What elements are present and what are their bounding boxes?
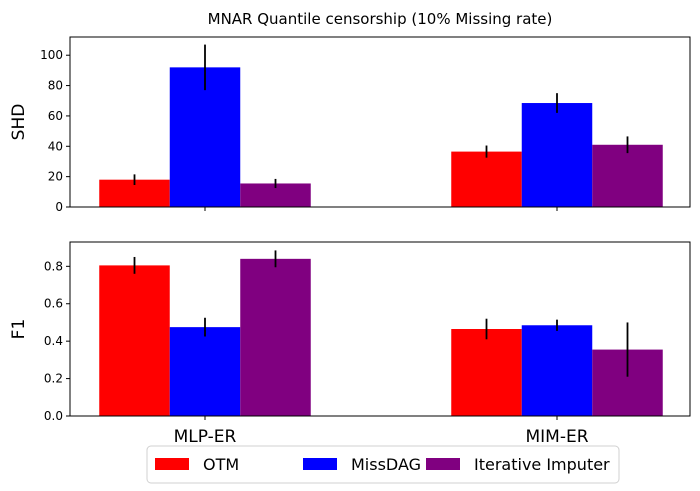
f1-ytick-label: 0.8 <box>44 259 63 273</box>
f1-ylabel: F1 <box>9 319 29 340</box>
shd-bar-otm-mim-er <box>451 151 522 207</box>
f1-axes-frame <box>69 241 691 417</box>
shd-ytick-label: 80 <box>48 79 63 93</box>
legend-label-missdag: MissDAG <box>351 455 421 474</box>
f1-ytick-label: 0.0 <box>44 409 63 423</box>
shd-panel: 0 20 40 60 80 100 SHD <box>9 36 691 214</box>
shd-bar-iterative-imputer-mim-er <box>592 144 663 207</box>
shd-ytick-label: 20 <box>48 170 63 184</box>
category-label-mim-er: MIM-ER <box>525 427 588 447</box>
f1-ytick-label: 0.6 <box>44 297 63 311</box>
f1-bar-iterative-imputer-mlp-er <box>240 258 311 416</box>
legend-label-iterative-imputer: Iterative Imputer <box>474 455 610 474</box>
legend-swatch-iterative-imputer <box>426 458 460 470</box>
shd-bar-iterative-imputer-mlp-er <box>240 183 311 207</box>
f1-ytick-label: 0.4 <box>44 334 63 348</box>
f1-bar-otm-mim-er <box>451 329 522 416</box>
shd-ylabel: SHD <box>9 104 29 141</box>
category-label-mlp-er: MLP-ER <box>174 427 237 447</box>
shd-ytick-label: 40 <box>48 139 63 153</box>
chart-title: MNAR Quantile censorship (10% Missing ra… <box>208 10 553 28</box>
shd-ytick-label: 60 <box>48 109 63 123</box>
legend: OTM MissDAG Iterative Imputer <box>146 445 620 484</box>
legend-label-otm: OTM <box>203 455 239 474</box>
legend-swatch-otm <box>155 458 189 470</box>
f1-bar-missdag-mlp-er <box>169 327 241 416</box>
f1-bar-missdag-mim-er <box>521 325 593 416</box>
f1-bar-otm-mlp-er <box>99 265 170 416</box>
f1-ytick-label: 0.2 <box>44 372 63 386</box>
f1-panel: 0.0 0.2 0.4 0.6 0.8 F1 MLP-ER MIM-ER <box>9 241 691 447</box>
shd-ytick-label: 100 <box>40 48 63 62</box>
legend-swatch-missdag <box>303 458 337 470</box>
shd-bar-missdag-mlp-er <box>169 67 241 207</box>
shd-axes-frame <box>69 36 691 208</box>
shd-bar-missdag-mim-er <box>521 103 593 207</box>
legend-box <box>146 445 620 484</box>
shd-ytick-label: 0 <box>55 200 63 214</box>
